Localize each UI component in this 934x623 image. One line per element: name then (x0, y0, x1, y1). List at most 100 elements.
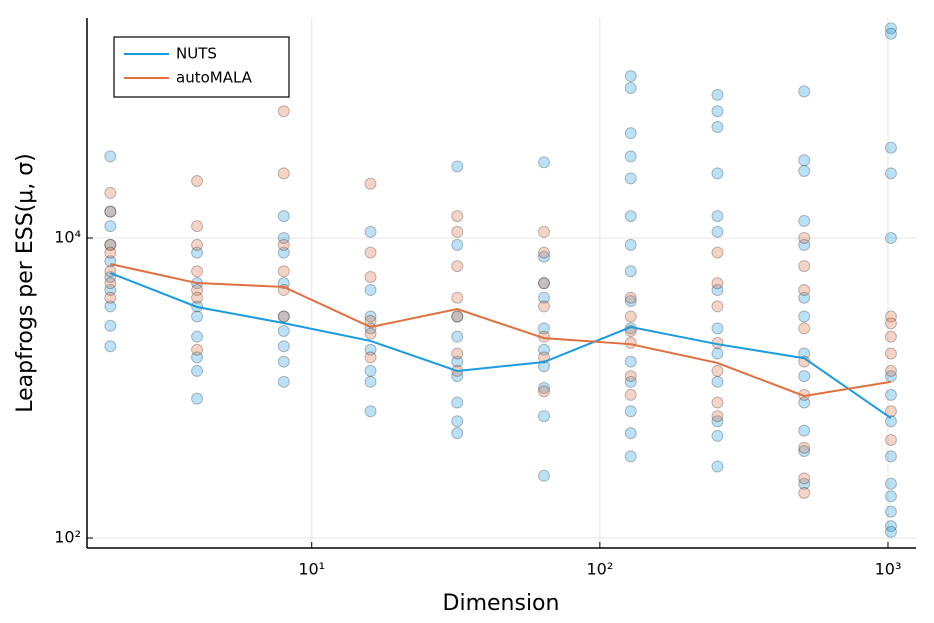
point (624, 265, 637, 278)
point (364, 177, 377, 190)
point (624, 375, 637, 388)
point (884, 370, 897, 383)
point (884, 415, 897, 428)
point (104, 186, 117, 199)
point (711, 120, 724, 133)
point (277, 355, 290, 368)
point (711, 396, 724, 409)
point (711, 88, 724, 101)
point (798, 396, 811, 409)
point (624, 127, 637, 140)
point (451, 355, 464, 368)
point (104, 238, 117, 251)
point (104, 340, 117, 353)
point (104, 205, 117, 218)
point (277, 310, 290, 323)
point (884, 22, 897, 35)
point (364, 405, 377, 418)
point (277, 324, 290, 337)
point (537, 277, 550, 290)
point (104, 277, 117, 290)
point (624, 172, 637, 185)
point (277, 340, 290, 353)
point (537, 300, 550, 313)
point (798, 154, 811, 167)
point (277, 238, 290, 251)
point (451, 210, 464, 223)
point (537, 360, 550, 373)
point (277, 310, 290, 323)
point (277, 210, 290, 223)
point (624, 210, 637, 223)
point (798, 238, 811, 251)
point (451, 260, 464, 273)
point (798, 85, 811, 98)
point (537, 385, 550, 398)
point (104, 220, 117, 233)
point (884, 405, 897, 418)
point (277, 246, 290, 259)
point (191, 310, 204, 323)
point (451, 160, 464, 173)
point (364, 327, 377, 340)
point (537, 382, 550, 395)
point (884, 317, 897, 330)
point (624, 450, 637, 463)
y-tick-label: 10⁴ (54, 228, 81, 247)
point (711, 375, 724, 388)
legend-label: NUTS (176, 45, 217, 63)
point (711, 410, 724, 423)
point (884, 364, 897, 377)
point (104, 300, 117, 313)
point (191, 291, 204, 304)
point (451, 396, 464, 409)
point (798, 310, 811, 323)
point (624, 355, 637, 368)
point (104, 150, 117, 163)
point (451, 427, 464, 440)
point (104, 205, 117, 218)
point (711, 210, 724, 223)
point (798, 370, 811, 383)
point (798, 424, 811, 437)
point (537, 469, 550, 482)
point (798, 232, 811, 245)
point (191, 392, 204, 405)
point (798, 164, 811, 177)
point (451, 415, 464, 428)
x-tick-label: 10² (586, 560, 613, 579)
legend-box (113, 36, 290, 98)
point (191, 330, 204, 343)
point (191, 220, 204, 233)
point (884, 330, 897, 343)
point (191, 343, 204, 356)
point (711, 415, 724, 428)
point (624, 336, 637, 349)
point (537, 291, 550, 304)
point (798, 445, 811, 458)
point (451, 330, 464, 343)
point (624, 150, 637, 163)
point (451, 225, 464, 238)
x-tick-label: 10¹ (298, 560, 325, 579)
point (711, 364, 724, 377)
point (277, 105, 290, 118)
point (624, 82, 637, 95)
point (624, 370, 637, 383)
point (624, 388, 637, 401)
point (191, 284, 204, 297)
point (364, 270, 377, 283)
point (711, 347, 724, 360)
point (884, 490, 897, 503)
point (364, 375, 377, 388)
point (277, 167, 290, 180)
point (104, 291, 117, 304)
point (798, 472, 811, 485)
point (191, 246, 204, 259)
point (191, 238, 204, 251)
point (624, 291, 637, 304)
point (711, 167, 724, 180)
point (711, 246, 724, 259)
point (798, 214, 811, 227)
